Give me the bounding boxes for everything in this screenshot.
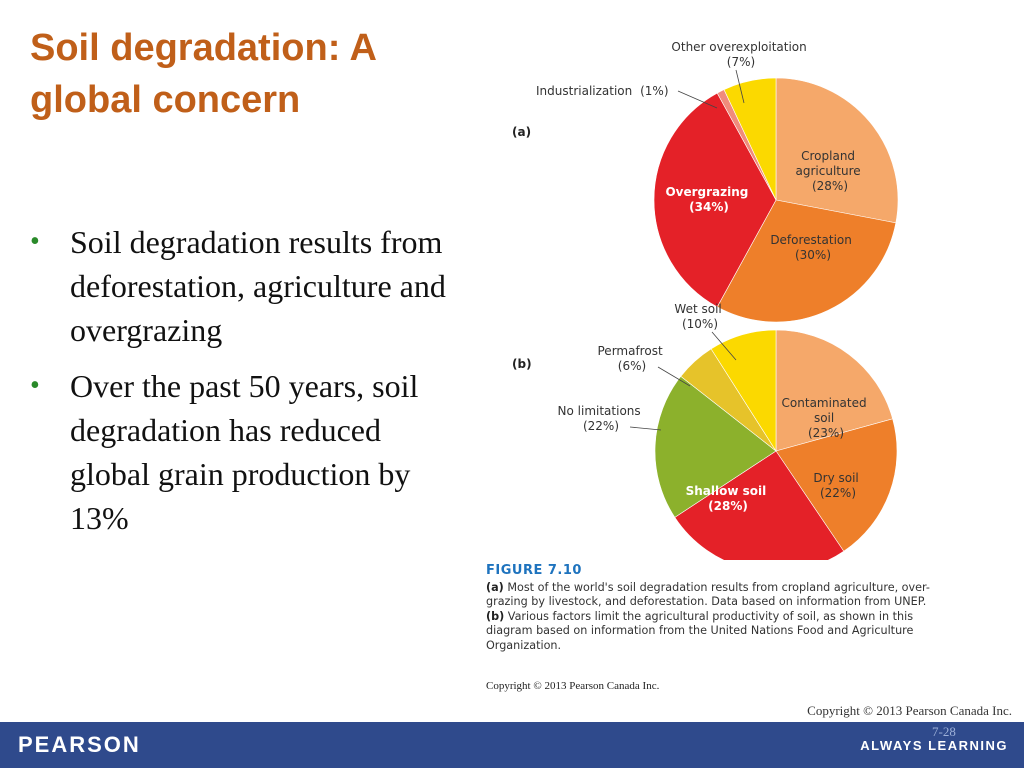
label-value: (22%): [583, 419, 619, 433]
bullet-text: Soil degradation results from deforestat…: [70, 224, 446, 348]
footer-bar: PEARSON 7-28 ALWAYS LEARNING: [0, 722, 1024, 768]
label-name: Shallow soil: [686, 484, 767, 498]
label-value: (1%): [640, 84, 668, 98]
panel-a-label: (a): [512, 125, 531, 139]
figure-number: FIGURE 7.10: [486, 563, 582, 578]
pie-a-label-other-overexploitation: Other overexploitation (7%): [671, 40, 810, 69]
slide-title: Soil degradation: A global concern: [30, 27, 376, 121]
pie-a-labels: Other overexploitation (7%) Industrializ…: [536, 40, 865, 262]
pie-charts-figure: (a) Other overexploitation (7%) Industri…: [512, 40, 899, 560]
label-value: (7%): [727, 55, 755, 69]
pie-b-label-shallow-soil: Shallow soil (28%): [686, 484, 771, 513]
pie-b-leaders: [629, 331, 737, 431]
pie-b-labels: Wet soil (10%) Permafrost (6%) No limita…: [558, 302, 871, 513]
pie-slice-cropland-agriculture: [775, 77, 899, 224]
pie-slice-overgrazing: [653, 92, 777, 308]
label-value: (22%): [820, 486, 856, 500]
label-value: (10%): [682, 317, 718, 331]
pie-slice-dry-soil: [775, 418, 898, 552]
pie-b-label-permafrost: Permafrost (6%): [598, 344, 667, 373]
figure-caption: FIGURE 7.10 (a) Most of the world's soil…: [486, 563, 946, 654]
leader-line: [657, 366, 691, 387]
pie-chart-a: [653, 77, 899, 323]
label-name-2: agriculture: [796, 164, 861, 178]
label-value: (34%): [689, 200, 729, 214]
caption-marker-b: (b): [486, 609, 505, 623]
label-name: Dry soil: [813, 471, 858, 485]
bullet-text: Over the past 50 years, soil degradation…: [70, 368, 419, 536]
panel-b-label: (b): [512, 357, 532, 371]
label-value: (30%): [795, 248, 831, 262]
bullet-dot-icon: •: [30, 370, 40, 401]
label-name: Deforestation: [770, 233, 852, 247]
label-name: Contaminated: [782, 396, 867, 410]
tagline: ALWAYS LEARNING: [860, 738, 1008, 753]
page-number: 7-28: [932, 724, 956, 739]
leader-line: [735, 69, 745, 104]
label-name: Industrialization: [536, 84, 632, 98]
pie-a-label-deforestation: Deforestation (30%): [770, 233, 855, 262]
pie-a-label-industrialization: Industrialization (1%): [536, 84, 669, 98]
caption-text: (a) Most of the world's soil degradation…: [486, 581, 946, 654]
leader-line: [711, 331, 737, 361]
figure-copyright: Copyright © 2013 Pearson Canada Inc.: [486, 680, 660, 692]
pie-b-label-wet-soil: Wet soil (10%): [674, 302, 725, 331]
label-name: Other overexploitation: [671, 40, 806, 54]
pie-b-label-no-limitations: No limitations (22%): [558, 404, 645, 433]
leader-line: [677, 90, 718, 109]
label-name: Cropland: [801, 149, 855, 163]
pearson-logo: PEARSON: [18, 732, 141, 757]
label-value: (23%): [808, 426, 844, 440]
label-value: (6%): [618, 359, 646, 373]
bullet-item: • Soil degradation results from deforesta…: [30, 220, 460, 352]
pie-a-label-overgrazing: Overgrazing (34%): [665, 185, 752, 214]
label-value: (28%): [708, 499, 748, 513]
caption-marker-a: (a): [486, 580, 504, 594]
bullet-dot-icon: •: [30, 226, 40, 257]
pie-slice-deforestation: [716, 199, 897, 323]
bullet-list: • Soil degradation results from deforesta…: [30, 220, 460, 552]
label-name: Wet soil: [674, 302, 721, 316]
pie-slice-wet-soil: [710, 329, 777, 453]
pie-slice-no-limitations: [654, 375, 777, 518]
pie-slice-contaminated-soil: [775, 329, 894, 452]
caption-b-text: Various factors limit the agricultural p…: [486, 609, 914, 652]
pie-a-leaders: [677, 69, 745, 109]
label-name-2: soil: [814, 411, 834, 425]
slide-copyright: Copyright © 2013 Pearson Canada Inc.: [807, 703, 1012, 718]
label-name: Overgrazing: [665, 185, 748, 199]
pie-a-label-cropland: Cropland agriculture (28%): [796, 149, 865, 193]
leader-line: [629, 426, 662, 431]
pie-slice-shallow-soil: [674, 450, 845, 560]
pie-chart-b: [654, 329, 898, 560]
label-value: (28%): [812, 179, 848, 193]
pie-b-label-dry-soil: Dry soil (22%): [813, 471, 862, 500]
label-name: Permafrost: [598, 344, 663, 358]
label-name: No limitations: [558, 404, 641, 418]
caption-a-text: Most of the world's soil degradation res…: [486, 580, 930, 609]
pie-slice-other-overexploitation: [723, 77, 777, 201]
pie-b-label-contaminated: Contaminated soil (23%): [782, 396, 871, 440]
bullet-item: • Over the past 50 years, soil degradatio…: [30, 364, 460, 540]
